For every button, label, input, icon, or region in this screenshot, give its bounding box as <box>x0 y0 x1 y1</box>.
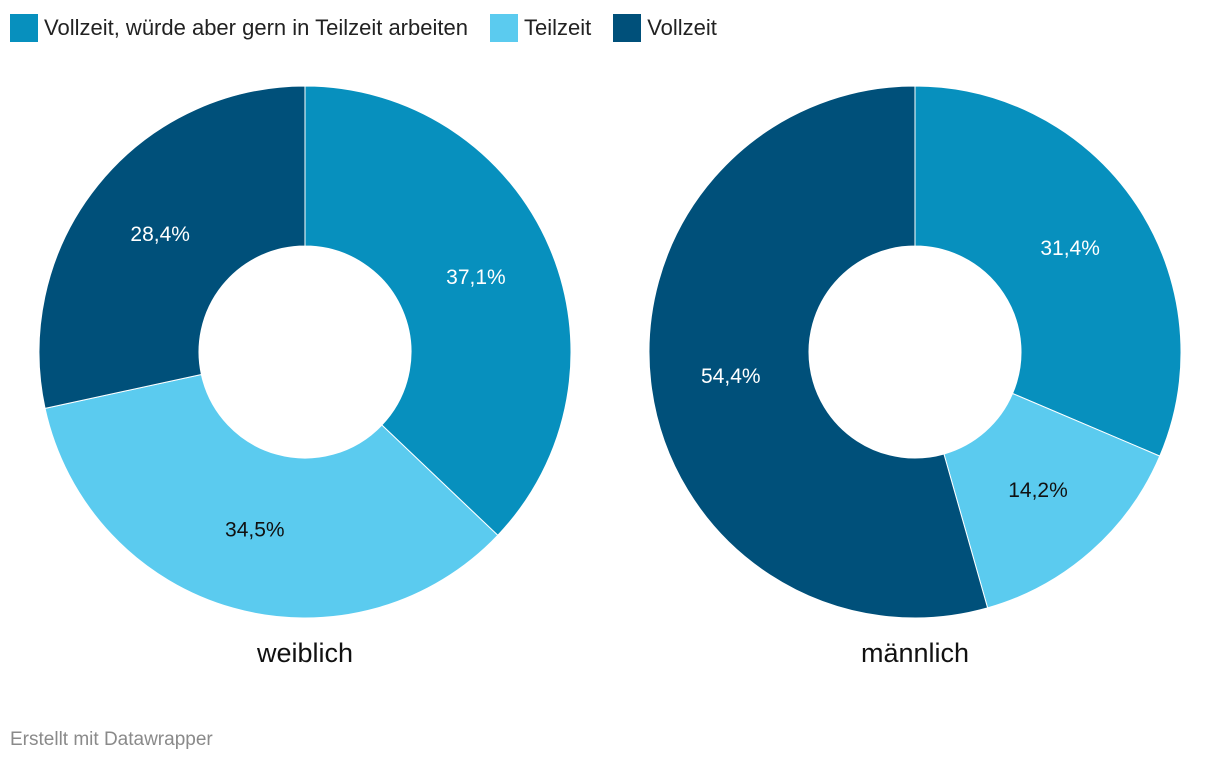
footer-credit: Erstellt mit Datawrapper <box>10 729 213 750</box>
legend: Vollzeit, würde aber gern in Teilzeit ar… <box>10 12 717 44</box>
legend-label: Vollzeit, würde aber gern in Teilzeit ar… <box>44 15 468 40</box>
legend-item-teilzeit: Teilzeit <box>489 14 592 42</box>
chart-title: weiblich <box>256 638 353 668</box>
slice-data-label: 34,5% <box>225 519 285 542</box>
slice-data-label: 14,2% <box>1008 479 1068 502</box>
slice-data-label: 28,4% <box>130 223 190 246</box>
legend-swatch <box>489 14 518 42</box>
donut-slice <box>648 85 989 619</box>
chart-title: männlich <box>861 638 969 668</box>
legend-label: Vollzeit <box>647 15 717 40</box>
legend-swatch <box>10 14 38 42</box>
donut-slice <box>914 85 1182 457</box>
legend-item-vollzeit: Vollzeit <box>613 14 717 42</box>
donut-slice <box>304 85 572 537</box>
legend-item-vollzeit-teilzeit-wunsch: Vollzeit, würde aber gern in Teilzeit ar… <box>10 14 468 42</box>
legend-swatch <box>613 14 642 42</box>
donut-slice <box>38 85 306 409</box>
donut-slice <box>943 392 1161 609</box>
slice-data-label: 37,1% <box>446 266 506 289</box>
slice-data-label: 54,4% <box>701 365 761 388</box>
donut-slice <box>44 373 499 619</box>
slice-data-label: 31,4% <box>1040 237 1100 260</box>
legend-label: Teilzeit <box>523 15 592 40</box>
